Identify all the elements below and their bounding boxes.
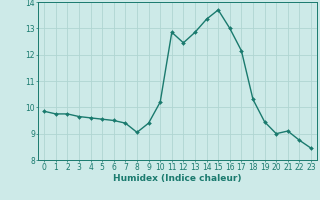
X-axis label: Humidex (Indice chaleur): Humidex (Indice chaleur)	[113, 174, 242, 183]
